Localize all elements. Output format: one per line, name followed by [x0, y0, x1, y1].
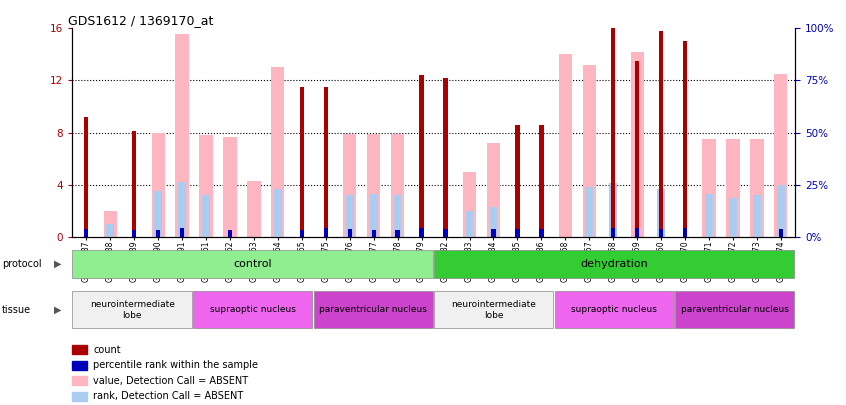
Bar — [702, 139, 716, 237]
Bar — [558, 54, 572, 237]
Bar — [395, 230, 400, 237]
Bar — [175, 34, 189, 237]
Bar — [434, 291, 553, 328]
Bar — [394, 195, 402, 237]
Bar — [272, 68, 284, 237]
Text: paraventricular nucleus: paraventricular nucleus — [319, 305, 427, 314]
Bar — [370, 194, 377, 237]
Bar — [515, 125, 519, 237]
Bar — [154, 191, 162, 237]
Text: percentile rank within the sample: percentile rank within the sample — [93, 360, 258, 370]
Bar — [247, 181, 261, 237]
Bar — [778, 228, 783, 237]
Bar — [299, 87, 304, 237]
Bar — [727, 139, 739, 237]
Text: value, Detection Call = ABSENT: value, Detection Call = ABSENT — [93, 376, 248, 386]
Bar — [107, 224, 114, 237]
Text: GDS1612 / 1369170_at: GDS1612 / 1369170_at — [69, 14, 214, 27]
Bar — [324, 228, 328, 237]
Text: dehydration: dehydration — [580, 259, 648, 269]
Text: ▶: ▶ — [54, 259, 61, 269]
Text: count: count — [93, 345, 121, 355]
Bar — [151, 133, 165, 237]
Bar — [132, 230, 136, 237]
Bar — [585, 188, 593, 237]
Text: control: control — [233, 259, 272, 269]
Bar — [443, 78, 448, 237]
Bar — [729, 198, 737, 237]
Bar — [492, 229, 496, 237]
Bar — [515, 229, 519, 237]
Bar — [420, 75, 424, 237]
Bar — [657, 189, 665, 237]
Bar — [314, 291, 432, 328]
Bar — [465, 211, 473, 237]
Bar — [104, 211, 117, 237]
Bar — [324, 87, 328, 237]
Bar — [683, 41, 687, 237]
Bar — [777, 185, 785, 237]
Text: protocol: protocol — [2, 259, 41, 269]
Bar — [348, 228, 352, 237]
Bar — [683, 228, 687, 237]
Bar — [443, 229, 448, 237]
Bar — [611, 28, 615, 237]
Bar — [367, 134, 381, 237]
Bar — [299, 230, 304, 237]
Bar — [635, 228, 640, 237]
Bar — [346, 195, 354, 237]
Text: supraoptic nucleus: supraoptic nucleus — [210, 305, 296, 314]
Bar — [635, 61, 640, 237]
Text: paraventricular nucleus: paraventricular nucleus — [681, 305, 789, 314]
Bar — [202, 195, 210, 237]
Bar — [555, 291, 673, 328]
Bar — [84, 229, 89, 237]
Text: ▶: ▶ — [54, 305, 61, 315]
Bar — [609, 183, 617, 237]
Bar — [179, 182, 186, 237]
Bar — [156, 230, 160, 237]
Bar — [420, 228, 424, 237]
Bar — [73, 291, 191, 328]
Bar — [611, 228, 615, 237]
Bar — [371, 230, 376, 237]
Bar — [753, 195, 761, 237]
Bar — [750, 139, 763, 237]
Bar — [706, 194, 713, 237]
Bar — [343, 134, 356, 237]
Text: neurointermediate
lobe: neurointermediate lobe — [90, 300, 174, 320]
Bar — [180, 228, 184, 237]
Bar — [434, 250, 794, 278]
Text: tissue: tissue — [2, 305, 30, 315]
Bar — [132, 131, 136, 237]
Text: neurointermediate
lobe: neurointermediate lobe — [452, 300, 536, 320]
Bar — [659, 229, 663, 237]
Bar — [200, 135, 212, 237]
Bar — [84, 117, 89, 237]
Bar — [675, 291, 794, 328]
Bar — [463, 172, 476, 237]
Bar — [73, 250, 432, 278]
Bar — [490, 207, 497, 237]
Bar — [774, 74, 788, 237]
Bar — [274, 189, 282, 237]
Bar — [539, 125, 543, 237]
Bar — [391, 134, 404, 237]
Bar — [583, 65, 596, 237]
Bar — [193, 291, 312, 328]
Bar — [486, 143, 500, 237]
Bar — [223, 136, 237, 237]
Bar — [228, 230, 232, 237]
Bar — [630, 52, 644, 237]
Text: supraoptic nucleus: supraoptic nucleus — [571, 305, 657, 314]
Bar — [659, 31, 663, 237]
Bar — [539, 229, 543, 237]
Text: rank, Detection Call = ABSENT: rank, Detection Call = ABSENT — [93, 391, 244, 401]
